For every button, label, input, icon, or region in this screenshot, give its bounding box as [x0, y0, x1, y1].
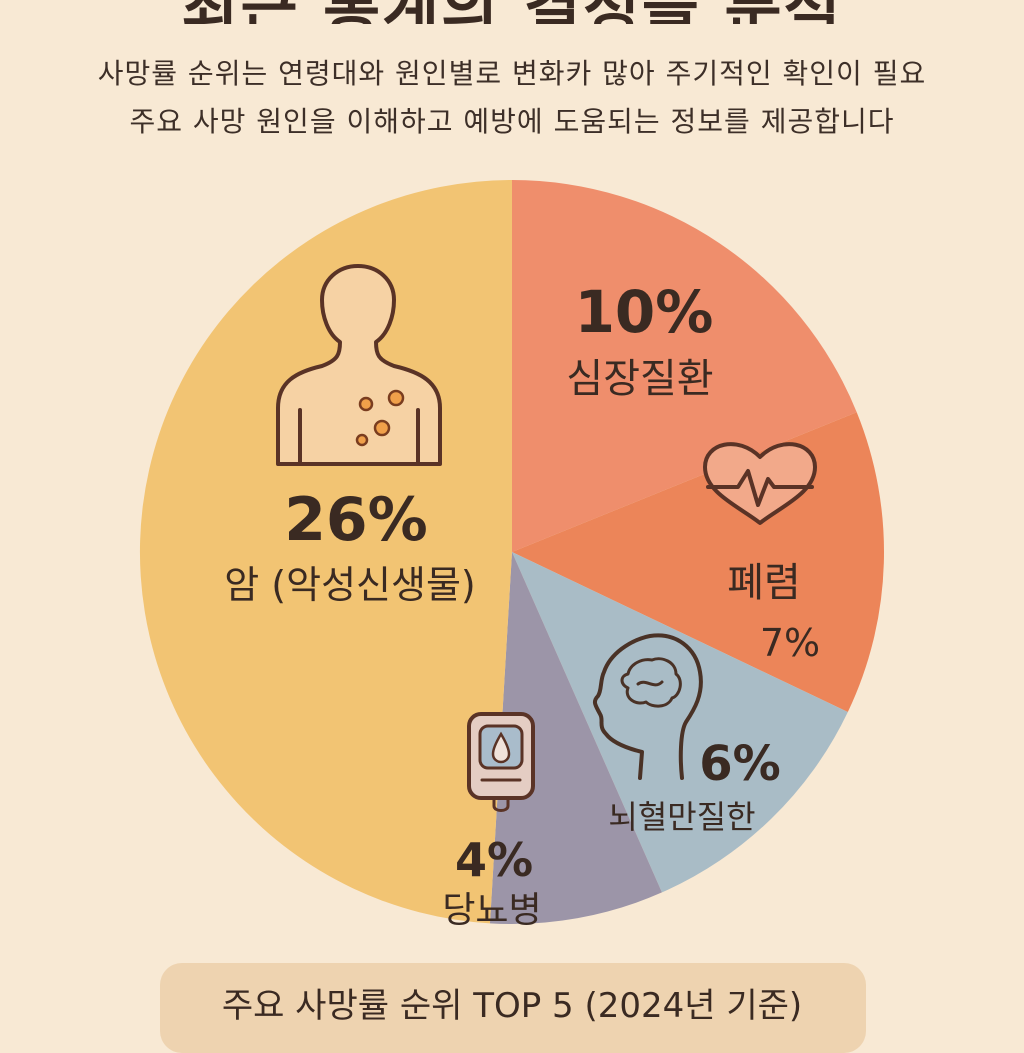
subtitle-line-2: 주요 사망 원인을 이해하고 예방에 도움되는 정보를 제공합니다 [129, 105, 895, 138]
pie-slice-heart-disease [512, 179, 857, 552]
slice-heart-label: 심장질환 [566, 356, 713, 402]
slice-diabetes-value: 4% [455, 833, 533, 887]
brain-head-icon [592, 633, 703, 780]
pie-slice-cancer [139, 179, 513, 924]
slice-cancer-label: 암 (악성신생물) [224, 563, 476, 607]
subtitle-line-1: 사망률 순위는 연령대와 원인별로 변화카 많아 주기적인 확인이 필요 [97, 57, 927, 90]
pie-slices [139, 179, 884, 925]
heart-icon [703, 442, 817, 525]
pie-slice-stroke [512, 552, 848, 893]
slice-stroke-label: 뇌혈만질한 [608, 798, 755, 836]
pie-chart: 10% 심장질환 폐렴 7% 6% 뇌혈만질한 4% 당뇨병 26% 암 (악성… [139, 179, 884, 931]
body-tumor-icon [276, 264, 442, 466]
glucose-meter-icon [467, 712, 535, 812]
slice-heart-value: 10% [575, 278, 714, 346]
footer-label: 주요 사망률 순위 TOP 5 (2024년 기준) [221, 986, 803, 1026]
slice-cancer-value: 26% [284, 485, 428, 555]
title-clip: 최근 통계의 결정을 분석 [0, 0, 1024, 24]
slice-stroke-value: 6% [699, 736, 781, 792]
slice-diabetes-label: 당뇨병 [442, 890, 541, 931]
slice-pneumonia-value: 7% [760, 621, 820, 665]
pie-slice-diabetes [489, 552, 662, 925]
slice-pneumonia-label: 폐렴 [727, 560, 801, 606]
page-title: 최근 통계의 결정을 분석 [0, 0, 1024, 24]
